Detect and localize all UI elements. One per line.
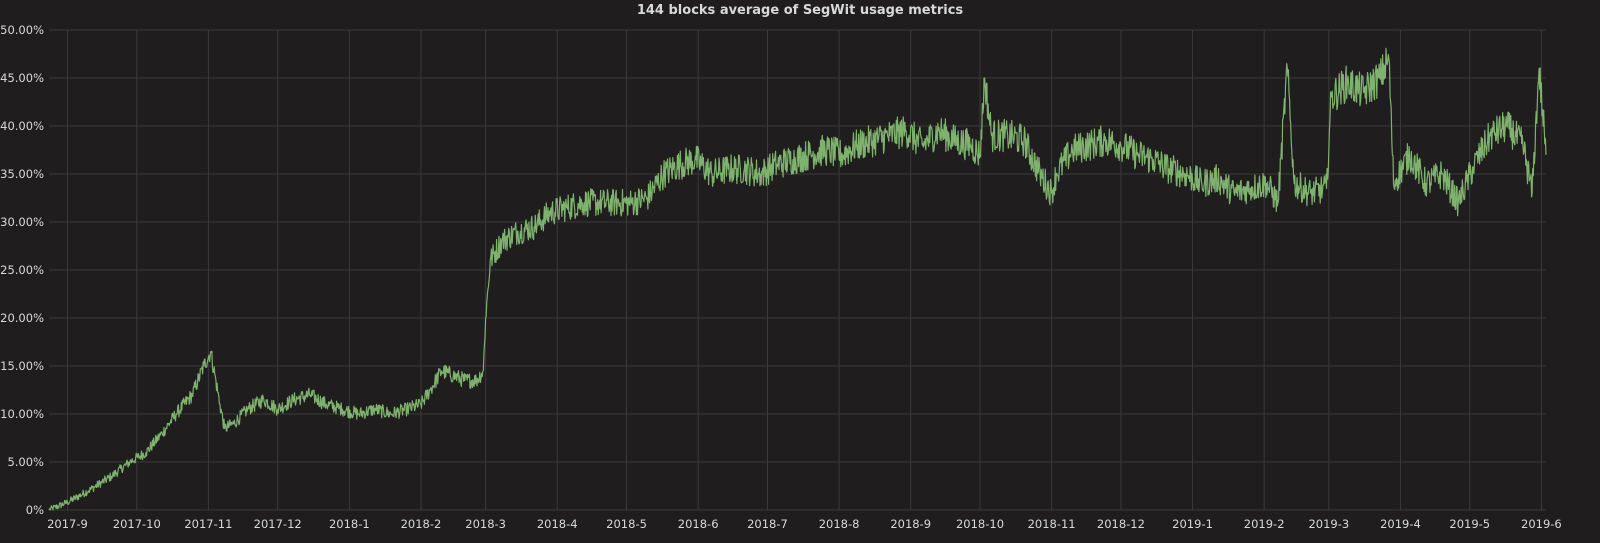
y-axis: 0% 5.00% 10.00% 15.00% 20.00% 25.00% 30.00% 35.… bbox=[0, 23, 44, 517]
x-tick-label: 2017-12 bbox=[254, 517, 302, 531]
x-tick-label: 2019-1 bbox=[1172, 517, 1213, 531]
x-tick-label: 2017-9 bbox=[47, 517, 88, 531]
series-layer bbox=[48, 47, 1547, 511]
series-line bbox=[48, 47, 1547, 511]
x-tick-label: 2019-6 bbox=[1521, 517, 1562, 531]
y-tick-label: 20.00% bbox=[0, 311, 44, 325]
x-tick-label: 2018-8 bbox=[819, 517, 860, 531]
y-tick-label: 40.00% bbox=[0, 119, 44, 133]
chart-title: 144 blocks average of SegWit usage metri… bbox=[636, 3, 964, 18]
x-tick-label: 2018-10 bbox=[956, 517, 1004, 531]
y-tick-label: 45.00% bbox=[0, 71, 44, 85]
x-tick-label: 2017-11 bbox=[184, 517, 232, 531]
y-tick-label: 5.00% bbox=[7, 455, 44, 469]
x-axis: 2017-9 2017-10 2017-11 2017-12 2018-1 2018-2 2… bbox=[47, 517, 1562, 531]
x-tick-label: 2018-7 bbox=[747, 517, 788, 531]
y-tick-label: 50.00% bbox=[0, 23, 44, 37]
y-tick-label: 30.00% bbox=[0, 215, 44, 229]
x-tick-label: 2019-4 bbox=[1380, 517, 1421, 531]
y-tick-label: 35.00% bbox=[0, 167, 44, 181]
x-tick-label: 2018-11 bbox=[1028, 517, 1076, 531]
y-tick-label: 0% bbox=[26, 503, 44, 517]
x-tick-label: 2019-5 bbox=[1449, 517, 1490, 531]
grid-lines bbox=[49, 29, 1546, 511]
y-tick-label: 25.00% bbox=[0, 263, 44, 277]
x-tick-label: 2018-2 bbox=[401, 517, 442, 531]
x-tick-label: 2018-9 bbox=[890, 517, 931, 531]
x-tick-label: 2019-2 bbox=[1244, 517, 1285, 531]
x-tick-label: 2017-10 bbox=[113, 517, 161, 531]
y-tick-label: 15.00% bbox=[0, 359, 44, 373]
x-tick-label: 2018-1 bbox=[329, 517, 370, 531]
x-tick-label: 2018-12 bbox=[1097, 517, 1145, 531]
x-tick-label: 2018-6 bbox=[678, 517, 719, 531]
x-tick-label: 2018-4 bbox=[537, 517, 578, 531]
x-tick-label: 2018-5 bbox=[606, 517, 647, 531]
x-tick-label: 2018-3 bbox=[465, 517, 506, 531]
y-tick-label: 10.00% bbox=[0, 407, 44, 421]
x-tick-label: 2019-3 bbox=[1308, 517, 1349, 531]
